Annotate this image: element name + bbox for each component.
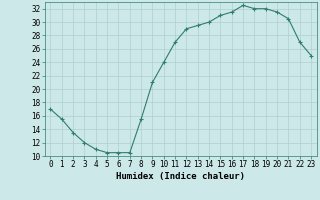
X-axis label: Humidex (Indice chaleur): Humidex (Indice chaleur) <box>116 172 245 181</box>
